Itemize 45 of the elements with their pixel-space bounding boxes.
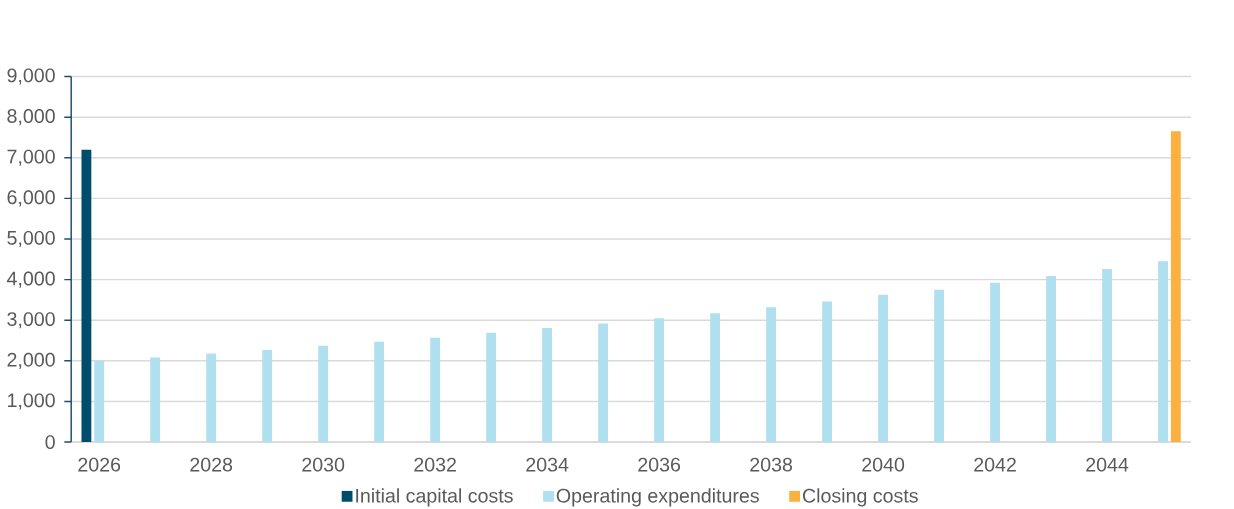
- legend-label: Closing costs: [803, 488, 918, 507]
- y-tick-label: 9,000: [7, 68, 55, 85]
- x-tick-label: 2030: [302, 457, 345, 472]
- y-tick-label: 8,000: [7, 108, 55, 126]
- bar: [1170, 131, 1181, 442]
- bar: [262, 349, 273, 442]
- bar: [94, 360, 105, 442]
- bar: [150, 357, 161, 442]
- x-tick-label: 2032: [414, 457, 456, 472]
- y-tick-label: 0: [45, 435, 55, 449]
- bar: [710, 313, 721, 442]
- y-tick-label: 6,000: [7, 190, 55, 207]
- y-tick-label: 5,000: [7, 230, 55, 247]
- bar: [374, 341, 385, 442]
- x-tick-label: 2036: [638, 457, 681, 472]
- bar: [654, 318, 665, 442]
- bar: [430, 337, 441, 442]
- x-tick-label: 2034: [526, 457, 569, 472]
- x-tick-label: 2028: [190, 457, 233, 472]
- bar: [934, 289, 944, 442]
- bar: [81, 149, 92, 442]
- x-tick-label: 2044: [1086, 457, 1129, 472]
- bar: [598, 323, 609, 442]
- bar: [318, 345, 329, 442]
- y-tick-label: 7,000: [7, 149, 55, 166]
- bar: [990, 282, 1000, 442]
- bar: [206, 353, 217, 442]
- y-tick-label: 1,000: [8, 393, 55, 410]
- bar: [486, 332, 497, 442]
- bar: [1158, 261, 1168, 442]
- bar: [878, 294, 889, 442]
- x-tick-label: 2042: [974, 457, 1016, 472]
- x-tick-label: 2026: [78, 457, 121, 472]
- x-tick-label: 2040: [862, 457, 905, 472]
- y-tick-label: 2,000: [7, 352, 55, 369]
- y-tick-label: 4,000: [6, 271, 55, 288]
- x-tick-label: 2038: [750, 457, 793, 472]
- bar: [1046, 275, 1056, 442]
- legend-label: Operating expenditures: [556, 488, 759, 507]
- y-tick-label: 3,000: [7, 311, 55, 329]
- bar: [1102, 268, 1112, 442]
- bar: [766, 307, 777, 442]
- bar: [542, 327, 553, 442]
- legend-label: Initial capital costs: [356, 488, 513, 507]
- bar: [822, 301, 833, 442]
